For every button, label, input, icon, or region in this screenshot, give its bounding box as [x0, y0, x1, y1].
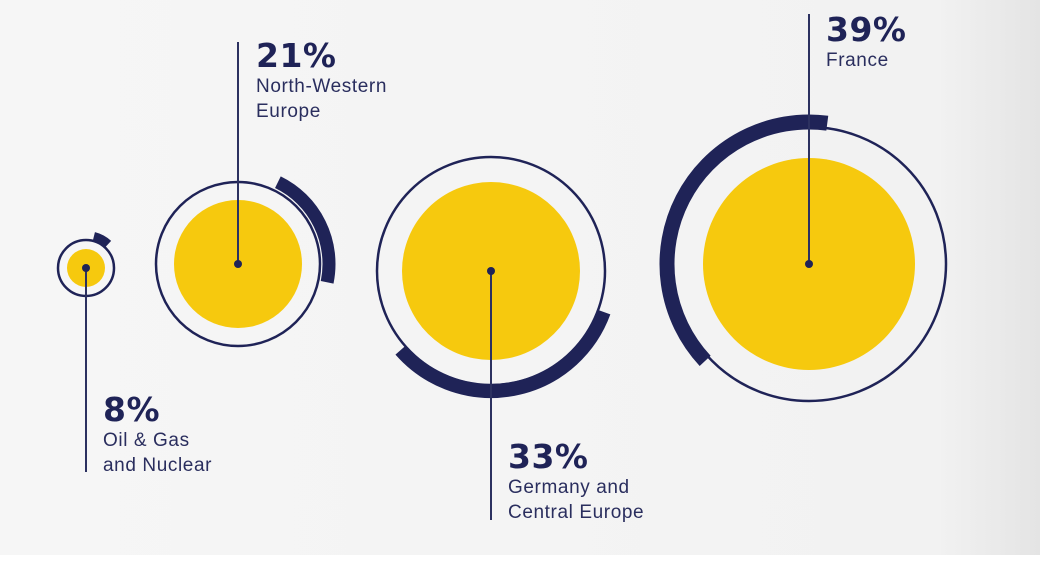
value-arc-oil-gas — [92, 232, 112, 247]
label-group-germany-central-europe: 33% Germany and Central Europe — [508, 439, 644, 525]
center-dot-germany-central-europe — [487, 267, 495, 275]
center-dot-france — [805, 260, 813, 268]
category-label-oil-gas: Oil & Gas and Nuclear — [103, 430, 213, 476]
percent-label-north-western-europe: 21% — [256, 36, 337, 75]
label-group-france: 39% France — [826, 12, 907, 73]
center-dot-north-western-europe — [234, 260, 242, 268]
percent-label-germany-central-europe: 33% — [508, 437, 589, 476]
category-label-france: France — [826, 50, 889, 71]
category-label-germany-central-europe: Germany and Central Europe — [508, 477, 645, 523]
percent-label-france: 39% — [826, 10, 907, 49]
percent-label-oil-gas: 8% — [103, 390, 161, 429]
value-arc-north-western-europe — [274, 176, 336, 284]
category-label-north-western-europe: North-Western Europe — [256, 76, 387, 122]
label-group-oil-gas: 8% Oil & Gas and Nuclear — [103, 392, 212, 478]
center-dot-oil-gas — [82, 264, 90, 272]
value-arc-france — [659, 114, 829, 366]
value-arc-germany-central-europe — [395, 309, 611, 398]
label-group-north-western-europe: 21% North-Western Europe — [256, 38, 387, 124]
